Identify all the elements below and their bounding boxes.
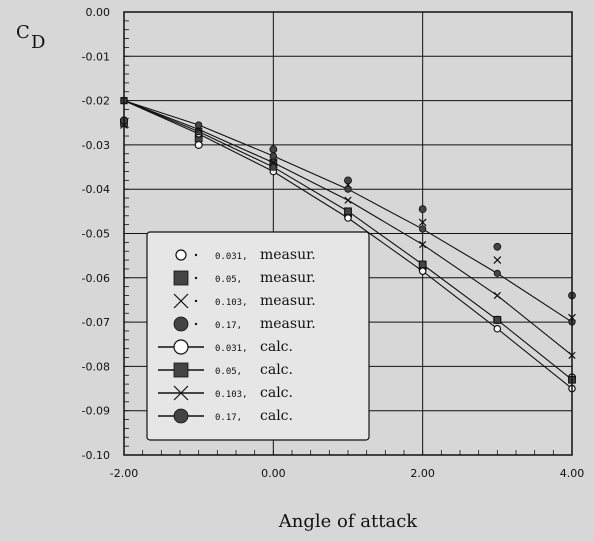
data-point: [418, 205, 427, 214]
data-point: [493, 291, 501, 300]
data-point: [419, 225, 427, 233]
legend-marker: [173, 362, 189, 378]
legend-label-kind: measur.: [260, 270, 316, 286]
data-point-stroke: [493, 291, 501, 300]
x-tick-label: 0.00: [261, 467, 286, 480]
legend-label-kind: calc.: [260, 385, 293, 401]
data-point: [419, 240, 427, 249]
data-point: [418, 267, 427, 275]
legend: 0.031, measur.0.05, measur.0.103, measur.0.…: [146, 231, 370, 441]
legend-entry: 0.031, calc.: [158, 339, 293, 355]
legend-label-value: 0.103,: [215, 298, 248, 308]
legend-dot: [194, 276, 198, 280]
data-point: [269, 152, 277, 160]
data-point: [493, 269, 501, 277]
x-tick-label: -2.00: [110, 467, 138, 480]
legend-label-value: 0.17,: [215, 321, 242, 331]
legend-entry: 0.103, measur.: [173, 293, 316, 309]
legend-label-value: 0.05,: [215, 275, 242, 285]
data-point: [344, 207, 352, 215]
data-point-stroke: [419, 240, 427, 249]
legend-entry: 0.05, calc.: [158, 362, 293, 378]
data-point: [195, 121, 203, 129]
legend-marker-stroke: [173, 293, 189, 309]
data-point-stroke: [493, 256, 502, 265]
legend-label-value: 0.05,: [215, 367, 242, 377]
y-tick-label: -0.03: [82, 139, 110, 152]
data-point: [344, 185, 352, 193]
data-point: [418, 218, 427, 227]
y-axis-title-sub: D: [31, 32, 45, 53]
y-tick-label: -0.10: [82, 449, 110, 462]
legend-label-kind: calc.: [260, 408, 293, 424]
tick-labels: -2.00 0.00 2.00 4.00 0.00 -0.01 -0.02 -0.03 -0.0…: [82, 6, 585, 480]
legend-label-kind: measur.: [260, 293, 316, 309]
legend-marker: [173, 408, 189, 424]
data-point: [344, 176, 352, 185]
legend-marker: [173, 316, 189, 332]
legend-label-value: 0.031,: [215, 344, 248, 354]
data-point: [269, 163, 277, 171]
plot-frame: [123, 11, 573, 456]
legend-entry: 0.17, measur.: [173, 316, 316, 332]
data-point: [493, 316, 501, 324]
y-tick-label: -0.05: [82, 228, 110, 241]
legend-marker: [173, 270, 189, 286]
legend-dot: [194, 299, 198, 303]
data-point: [269, 145, 278, 154]
y-tick-label: -0.04: [82, 183, 110, 196]
legend-label-kind: measur.: [260, 247, 316, 263]
legend-dot: [194, 253, 198, 257]
y-tick-label: -0.01: [82, 50, 110, 63]
legend-entries: 0.031, measur.0.05, measur.0.103, measur.0.…: [158, 247, 316, 424]
legend-entry: 0.05, measur.: [173, 270, 316, 286]
legend-label-kind: calc.: [260, 362, 293, 378]
legend-entry: 0.17, calc.: [158, 408, 293, 424]
data-point-stroke: [418, 218, 427, 227]
y-tick-label: -0.02: [82, 95, 110, 108]
data-point: [493, 324, 502, 333]
data-point: [493, 242, 502, 251]
y-tick-label: -0.09: [82, 405, 110, 418]
y-tick-label: 0.00: [86, 6, 111, 19]
legend-marker: [173, 339, 189, 355]
legend-entry: 0.031, measur.: [175, 247, 316, 263]
legend-dot: [194, 322, 198, 326]
legend-box: [146, 231, 370, 441]
legend-label-kind: measur.: [260, 316, 316, 332]
data-point: [269, 158, 277, 167]
y-tick-label: -0.08: [82, 360, 110, 373]
data-point: [344, 196, 352, 204]
legend-marker: [175, 249, 187, 261]
legend-label-kind: calc.: [260, 339, 293, 355]
data-point-stroke: [344, 196, 352, 204]
data-point: [419, 260, 427, 269]
legend-entry: 0.103, calc.: [158, 385, 293, 401]
legend-marker-stroke: [173, 385, 189, 401]
y-tick-label: -0.07: [82, 316, 110, 329]
legend-label-value: 0.031,: [215, 252, 248, 262]
data-point: [493, 256, 502, 265]
legend-marker: [173, 385, 189, 401]
legend-marker: [173, 293, 189, 309]
legend-label-value: 0.103,: [215, 390, 248, 400]
data-point: [344, 214, 352, 222]
series-group: [119, 96, 577, 393]
x-tick-label: 2.00: [410, 467, 435, 480]
y-tick-label: -0.06: [82, 272, 110, 285]
x-axis-title: Angle of attack: [278, 511, 418, 532]
data-point-stroke: [269, 158, 277, 167]
legend-label-value: 0.17,: [215, 413, 242, 423]
data-point: [194, 140, 203, 149]
x-tick-label: 4.00: [560, 467, 585, 480]
y-axis-title-main: C: [16, 22, 30, 43]
